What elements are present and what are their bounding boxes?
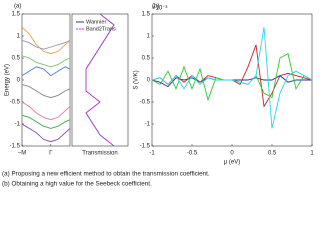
x-tick-label: -0.5 (187, 151, 198, 157)
x-tick-label: -1 (149, 151, 155, 157)
y-tick-label: 1.5 (12, 12, 21, 18)
y-tick-label: -1 (15, 122, 21, 128)
y-tick-label: -0.5 (10, 100, 21, 106)
series-line (21, 123, 71, 143)
legend-label: Wannier (86, 19, 106, 25)
y-tick-label: 1.5 (142, 12, 151, 18)
panel-label: (b) (152, 4, 159, 10)
series-line (151, 27, 313, 129)
y-scale-label: ×10⁻³ (152, 6, 167, 12)
caption: (a) Proposing a new efficient method to … (2, 171, 210, 178)
y-tick-label: -1.5 (140, 144, 151, 150)
series-line (21, 83, 71, 99)
series-line (151, 75, 312, 88)
series-line (21, 55, 71, 68)
series-step (85, 13, 115, 147)
y-tick-label: 1 (147, 34, 151, 40)
x-tick-label: Γ (49, 151, 53, 157)
series-line (21, 101, 71, 121)
y-axis-label: Energy (eV) (5, 64, 11, 96)
caption: (b) Obtaining a high value for the Seebe… (2, 181, 152, 188)
x-tick-label: 0 (230, 151, 234, 157)
series-line (21, 66, 71, 77)
panel-label: (a) (14, 4, 21, 10)
x-tick-label: 1 (310, 151, 314, 157)
y-tick-label: -1 (145, 122, 151, 128)
x-tick-label: −M (18, 151, 27, 157)
y-tick-label: 0.5 (142, 56, 151, 62)
y-tick-label: 0 (17, 78, 21, 84)
series-line (151, 52, 313, 102)
x-axis-label: μ (eV) (224, 160, 240, 166)
figure: (a) Proposing a new efficient method to … (2, 4, 314, 188)
y-tick-label: 1 (17, 34, 21, 40)
y-tick-label: -0.5 (140, 100, 151, 106)
series-step (85, 13, 115, 147)
series-line (21, 39, 71, 50)
legend-label: Band2Trans (86, 26, 116, 32)
plot-frame (71, 13, 129, 147)
y-tick-label: -1.5 (10, 144, 21, 150)
x-axis-label: Transmission (82, 151, 117, 157)
series-line (21, 26, 71, 55)
y-axis-label: S (V/K) (134, 70, 140, 89)
y-tick-label: 0.5 (12, 56, 21, 62)
x-tick-label: 0.5 (268, 151, 277, 157)
series-line (21, 114, 71, 129)
y-tick-label: 0 (147, 78, 151, 84)
